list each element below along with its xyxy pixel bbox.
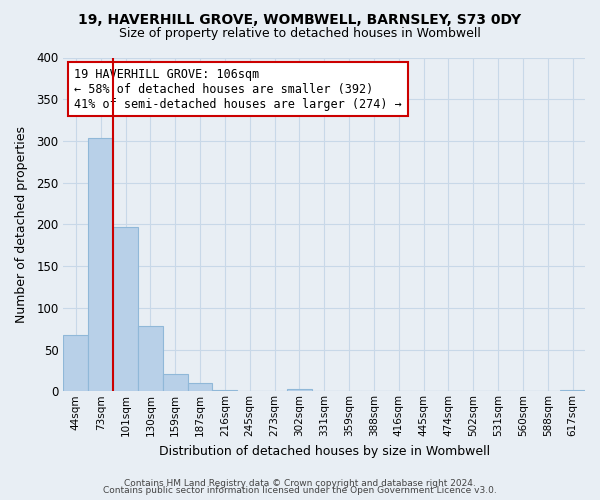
Bar — [212, 390, 237, 392]
Bar — [64, 334, 88, 392]
Bar — [287, 389, 312, 392]
Text: Contains HM Land Registry data © Crown copyright and database right 2024.: Contains HM Land Registry data © Crown c… — [124, 478, 476, 488]
Text: 19, HAVERHILL GROVE, WOMBWELL, BARNSLEY, S73 0DY: 19, HAVERHILL GROVE, WOMBWELL, BARNSLEY,… — [79, 12, 521, 26]
Bar — [88, 138, 113, 392]
Bar — [188, 383, 212, 392]
Bar — [113, 227, 138, 392]
Text: 19 HAVERHILL GROVE: 106sqm
← 58% of detached houses are smaller (392)
41% of sem: 19 HAVERHILL GROVE: 106sqm ← 58% of deta… — [74, 68, 401, 110]
X-axis label: Distribution of detached houses by size in Wombwell: Distribution of detached houses by size … — [158, 444, 490, 458]
Bar — [163, 374, 188, 392]
Bar — [560, 390, 585, 392]
Bar — [138, 326, 163, 392]
Text: Contains public sector information licensed under the Open Government Licence v3: Contains public sector information licen… — [103, 486, 497, 495]
Text: Size of property relative to detached houses in Wombwell: Size of property relative to detached ho… — [119, 28, 481, 40]
Y-axis label: Number of detached properties: Number of detached properties — [15, 126, 28, 323]
